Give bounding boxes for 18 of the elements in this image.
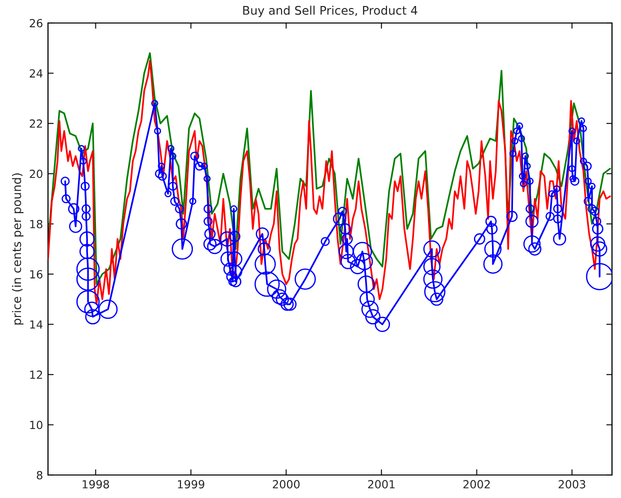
y-tick-label: 10 [30,420,42,430]
y-tick-label: 14 [30,320,43,329]
x-tick-label: 1998 [82,480,110,488]
x-tick-label: 1999 [178,480,204,488]
x-tick-label: 2000 [272,480,300,488]
y-tick-label: 8 [36,470,42,480]
x-tick-label: 2003 [558,480,586,488]
y-tick-label: 26 [30,18,42,28]
y-tick-label: 24 [30,69,43,78]
x-tick-label: 2001 [368,480,395,488]
y-tick-label: 12 [30,370,42,379]
chart-title: Buy and Sell Prices, Product 4 [243,6,418,18]
y-axis-title: price (in cents per pound) [12,173,24,325]
y-tick-label: 18 [30,220,42,228]
y-tick-label: 16 [30,270,42,278]
y-tick-label: 22 [30,119,42,128]
x-tick-label: 2002 [463,480,490,488]
y-tick-label: 20 [30,170,42,178]
